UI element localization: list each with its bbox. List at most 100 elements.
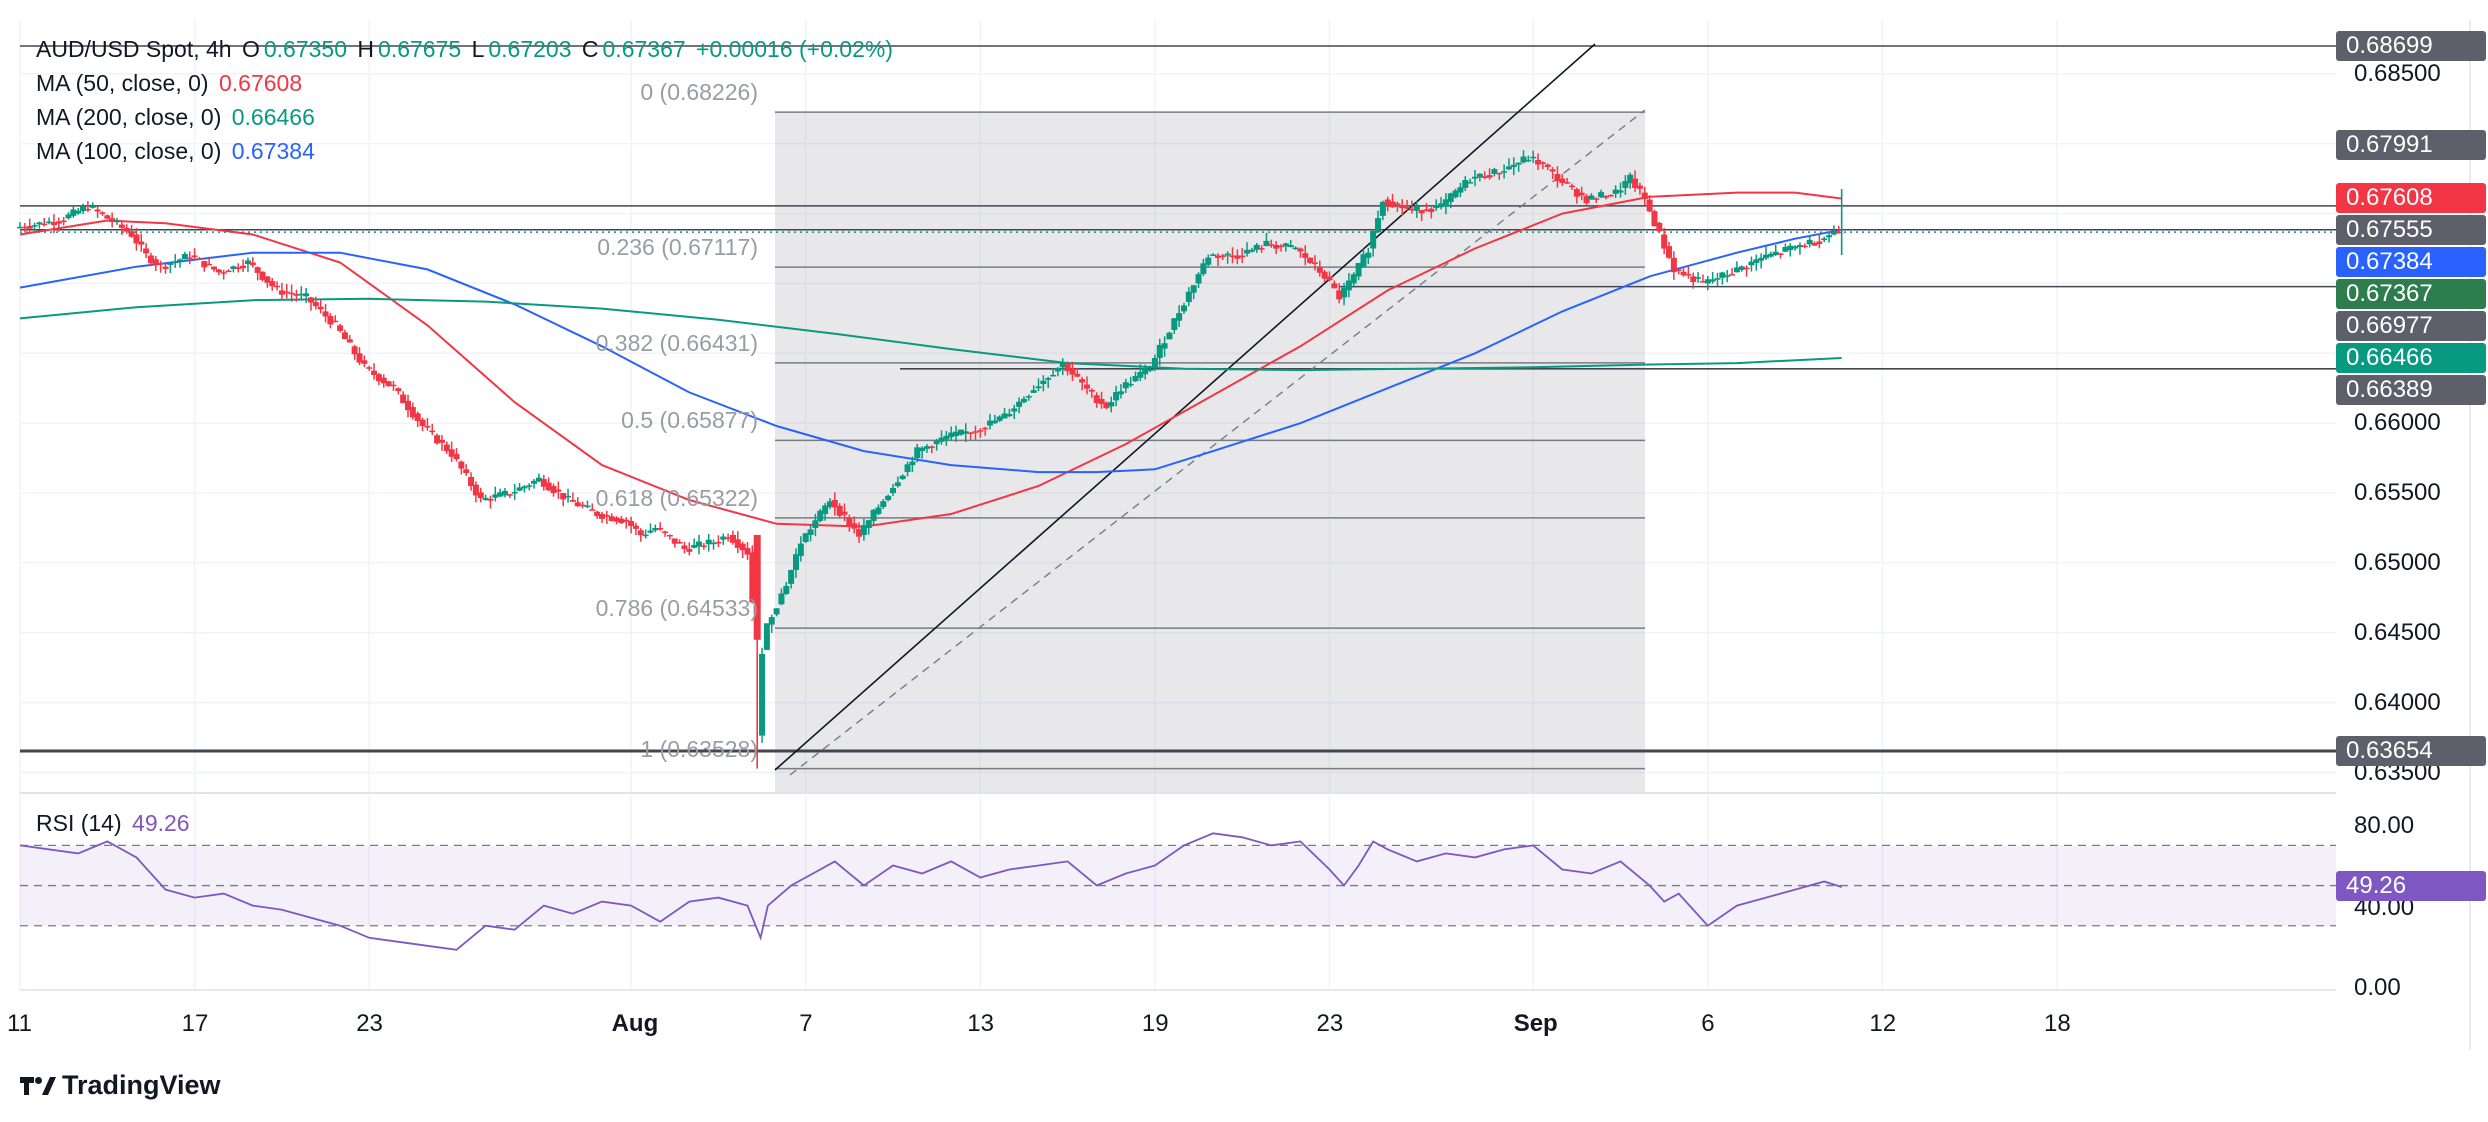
candle-body [885, 495, 892, 501]
ma100-legend[interactable]: MA (100, close, 0) 0.67384 [36, 138, 319, 165]
symbol-title[interactable]: AUD/USD Spot, 4h [36, 36, 232, 62]
candle-body [1404, 207, 1411, 209]
chart-grid [19, 20, 2471, 1050]
candle-body [1020, 398, 1027, 403]
candle-body [1530, 156, 1537, 159]
candle-body [1811, 242, 1818, 246]
candle-body [763, 623, 770, 650]
candle-body [1360, 254, 1367, 268]
candle-body [1695, 277, 1702, 279]
candle-body [1287, 245, 1294, 248]
candle-body [1273, 244, 1280, 249]
candle-body [967, 432, 974, 434]
candle-body [671, 538, 678, 544]
candle-body [691, 544, 698, 548]
candle-body [1651, 211, 1658, 227]
candle-body [1389, 201, 1396, 208]
candle-body [851, 523, 858, 529]
candle-body [1515, 162, 1522, 165]
fib-level-label: 1 (0.63528) [640, 735, 758, 762]
candle-body [1733, 267, 1740, 273]
candle-body [1646, 199, 1653, 212]
candle-body [686, 548, 693, 552]
rsi-panel [19, 832, 2336, 951]
candle-body [458, 461, 465, 469]
candle-body [1059, 361, 1066, 368]
tradingview-logo[interactable]: TradingView [20, 1070, 221, 1101]
candle-body [1622, 181, 1629, 188]
time-tick: 12 [1869, 1010, 1897, 1037]
candle-body [157, 262, 164, 265]
candle-body [628, 520, 635, 526]
candle-body [225, 270, 232, 273]
candle-body [104, 215, 111, 219]
price-label: 0.63654 [2336, 736, 2486, 766]
time-tick: 19 [1141, 1010, 1169, 1037]
candle-body [1161, 343, 1168, 349]
candle-body [1826, 235, 1833, 238]
candle-body [99, 212, 106, 215]
time-tick: 18 [2044, 1010, 2071, 1037]
candle-body [1627, 174, 1634, 184]
candle-body [177, 259, 184, 262]
candle-body [1787, 245, 1794, 251]
ma200-legend[interactable]: MA (200, close, 0) 0.66466 [36, 104, 319, 131]
candle-body [1302, 253, 1309, 258]
candle-body [497, 492, 504, 497]
ma50-legend[interactable]: MA (50, close, 0) 0.67608 [36, 70, 306, 97]
candle-body [400, 394, 407, 404]
candle-body [1554, 173, 1561, 182]
candle-body [1268, 244, 1275, 246]
candle-body [332, 320, 339, 323]
time-tick: 23 [356, 1010, 383, 1037]
candle-body [875, 507, 882, 514]
candle-body [429, 430, 436, 433]
candle-body [26, 225, 33, 229]
rsi-legend[interactable]: RSI (14) 49.26 [36, 810, 194, 837]
candle-body [414, 413, 421, 421]
candle-body [312, 302, 319, 307]
candle-body [865, 520, 872, 528]
candle-body [1423, 209, 1430, 211]
candle-body [846, 517, 853, 526]
candle-body [1350, 274, 1357, 284]
candle-body [1472, 176, 1478, 179]
candle-body [482, 497, 489, 501]
candle-body [1079, 379, 1086, 383]
candle-body [477, 492, 484, 498]
candle-body [70, 209, 77, 216]
candle-body [371, 370, 378, 375]
candle-body [118, 224, 125, 228]
candle-body [1137, 371, 1144, 378]
candle-body [1535, 159, 1542, 165]
candle-body [637, 530, 644, 536]
candle-body [472, 484, 479, 496]
candle-body [1564, 182, 1571, 184]
candle-body [1064, 363, 1071, 372]
fib-level-label: 0.236 (0.67117) [597, 234, 758, 261]
candle-body [1457, 187, 1464, 193]
candle-body [380, 377, 387, 384]
price-label: 0.67991 [2336, 129, 2486, 160]
candle-body [1117, 391, 1124, 395]
candle-body [152, 259, 159, 266]
rsi-axis-label: 49.26 [2336, 871, 2486, 901]
candle-body [1370, 231, 1377, 249]
candle-body [181, 254, 188, 260]
candle-body [856, 529, 863, 537]
candle-body [1166, 332, 1173, 340]
candle-body [167, 263, 174, 265]
candle-body [1200, 263, 1207, 275]
candle-body [298, 293, 305, 296]
candle-body [448, 449, 455, 457]
candle-body [172, 261, 179, 263]
candle-body [89, 206, 96, 208]
candle-body [1025, 396, 1032, 398]
trend-lines [774, 43, 1646, 776]
candle-body [361, 360, 368, 364]
price-label: 0.66389 [2336, 375, 2486, 406]
price-label: 0.66977 [2336, 311, 2486, 342]
candle-body [1767, 253, 1774, 257]
candle-body [443, 444, 450, 452]
